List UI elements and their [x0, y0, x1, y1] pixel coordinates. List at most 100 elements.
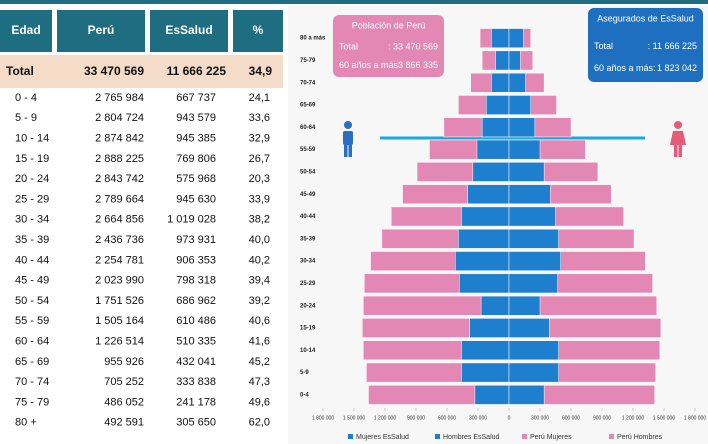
table-cell: 305 650	[176, 417, 216, 429]
table-cell: 510 335	[176, 336, 216, 348]
bar	[476, 139, 510, 160]
table-cell: 50 - 54	[15, 295, 49, 307]
x-tick-label: 900 000	[407, 415, 425, 421]
table-cell: 60 - 64	[15, 336, 49, 348]
table-cell: 432 041	[176, 356, 216, 368]
bar	[508, 273, 558, 294]
table-cell: 945 630	[176, 193, 216, 205]
category-label: 0-4	[300, 392, 309, 398]
table-cell: 49,6	[249, 396, 270, 408]
info-box	[588, 8, 703, 82]
bar	[508, 340, 559, 361]
x-tick-label: 1 200 000	[622, 415, 644, 421]
legend-swatch	[348, 434, 353, 439]
bar	[481, 117, 510, 138]
table-cell: 906 353	[176, 254, 216, 266]
table-cell: 45,2	[249, 356, 270, 368]
bar	[495, 50, 510, 71]
table-cell: 40,6	[249, 315, 270, 327]
table-cell: 2 765 984	[95, 92, 144, 104]
bar	[461, 362, 510, 383]
table-cell: 667 737	[176, 92, 216, 104]
table-cell: 5 - 9	[15, 112, 37, 124]
x-tick-label: 1 500 000	[653, 415, 675, 421]
bar	[508, 117, 536, 138]
header-cell	[150, 10, 228, 52]
table-cell: 798 318	[176, 275, 216, 287]
table-cell: 2 804 724	[95, 112, 144, 124]
x-tick-label: 1 200 000	[374, 415, 396, 421]
x-tick-label: 1 800 000	[312, 415, 334, 421]
table-cell: 2 874 842	[95, 133, 144, 145]
total-cell: 34,9	[249, 64, 273, 78]
category-label: 70-74	[300, 80, 316, 86]
info-title: Población de Perú	[352, 20, 426, 30]
table-cell: 35 - 39	[15, 234, 49, 246]
table-cell: 20 - 24	[15, 173, 49, 185]
info-value: : 11 666 225	[648, 41, 697, 51]
x-tick-label: 600 000	[438, 415, 456, 421]
header-cell	[0, 10, 52, 52]
table-cell: 492 591	[104, 417, 144, 429]
bar	[508, 162, 545, 182]
category-label: 65-69	[300, 103, 316, 109]
bar	[491, 72, 510, 93]
info-label: 60 años a más:	[594, 63, 656, 73]
table-cell: 2 843 742	[95, 173, 144, 185]
table-cell: 955 926	[104, 356, 144, 368]
table-cell: 25 - 29	[15, 193, 49, 205]
info-label: 60 años a más:	[339, 60, 401, 70]
category-label: 50-54	[300, 169, 316, 175]
legend-swatch	[609, 434, 614, 439]
table-cell: 39,2	[249, 295, 270, 307]
bar	[508, 362, 559, 383]
table-cell: 40,2	[249, 254, 270, 266]
legend-swatch	[435, 434, 440, 439]
table-cell: 65 - 69	[15, 356, 49, 368]
bar	[480, 295, 510, 316]
info-value: 3 866 335	[398, 60, 438, 70]
table-cell: 40 - 44	[15, 254, 49, 266]
info-value: 1 823 042	[657, 63, 697, 73]
x-tick-label: 1 500 000	[343, 415, 365, 421]
bar	[508, 28, 524, 48]
table-cell: 610 486	[176, 315, 216, 327]
legend-label: Mujeres EsSalud	[356, 434, 409, 441]
table-cell: 943 579	[176, 112, 216, 124]
table-cell: 70 - 74	[15, 376, 49, 388]
table-cell: 973 931	[176, 234, 216, 246]
bar	[508, 385, 545, 405]
table-cell: 62,0	[249, 417, 270, 429]
table-cell: 41,6	[249, 336, 270, 348]
table-cell: 75 - 79	[15, 396, 49, 408]
x-tick-label: 300 000	[531, 415, 549, 421]
info-value: : 33 470 569	[388, 42, 438, 52]
table-cell: 39,4	[249, 275, 270, 287]
table-cell: 80 +	[15, 417, 37, 429]
table-cell: 33,6	[249, 112, 270, 124]
category-label: 45-49	[300, 192, 316, 198]
table-cell: 10 - 14	[15, 133, 49, 145]
table-cell: 33,9	[249, 193, 270, 205]
header-text: Perú	[88, 23, 115, 37]
category-label: 10-14	[300, 348, 316, 354]
legend-label: Hombres EsSalud	[443, 434, 500, 441]
info-label: Total	[594, 41, 613, 51]
category-label: 30-34	[300, 259, 316, 265]
category-label: 80 a más	[300, 36, 326, 42]
table-cell: 241 178	[176, 396, 216, 408]
bar	[508, 228, 559, 249]
bar	[508, 206, 556, 227]
table-cell: 32,9	[249, 133, 270, 145]
female-icon	[670, 121, 686, 157]
table-cell: 26,7	[249, 153, 270, 165]
bar	[508, 184, 551, 205]
male-icon	[343, 121, 353, 157]
table-cell: 575 968	[176, 173, 216, 185]
bar	[508, 50, 521, 71]
table-cell: 2 789 664	[95, 193, 144, 205]
info-box	[333, 15, 444, 77]
table-cell: 0 - 4	[15, 92, 37, 104]
total-cell: 11 666 225	[167, 64, 227, 78]
table-cell: 15 - 19	[15, 153, 49, 165]
